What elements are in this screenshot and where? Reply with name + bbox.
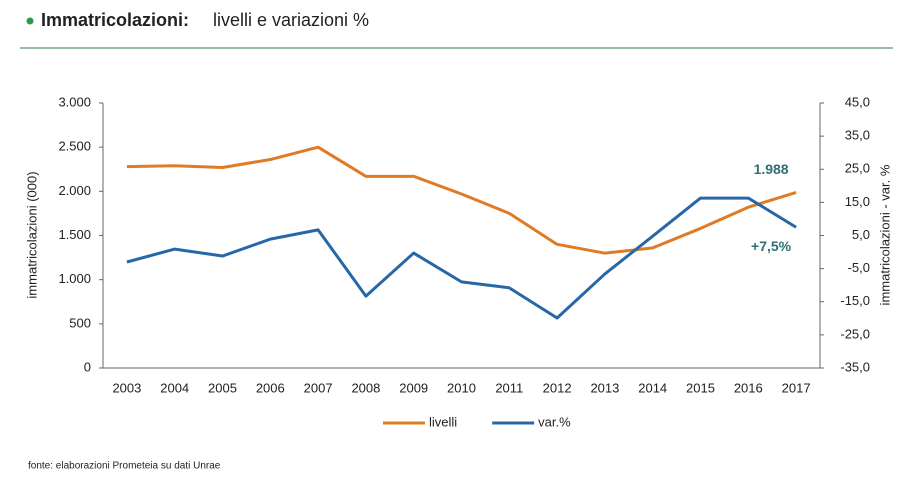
y2-tick-label: -15,0 [840,293,870,308]
legend-label: var.% [538,414,571,429]
x-tick-label: 2015 [686,380,715,395]
y2-tick-label: -35,0 [840,359,870,374]
value-label: +7,5% [751,238,792,254]
y-tick-label: 1.000 [58,271,91,286]
value-label: 1.988 [754,161,789,177]
x-tick-label: 2005 [208,380,237,395]
y-axis-label: immatricolazioni (000) [24,171,39,298]
y2-tick-label: 45,0 [845,94,870,109]
y2-tick-label: 5,0 [852,227,870,242]
x-tick-label: 2008 [351,380,380,395]
x-tick-label: 2013 [590,380,619,395]
x-tick-label: 2009 [399,380,428,395]
x-tick-label: 2017 [782,380,811,395]
y2-axis-label: immatricolazioni - var. % [877,164,892,305]
y-tick-label: 2.500 [58,139,91,154]
y-tick-label: 1.500 [58,227,91,242]
y2-tick-label: 25,0 [845,161,870,176]
y2-tick-label: -5,0 [848,260,870,275]
series-line [126,145,797,255]
y-tick-label: 500 [69,315,91,330]
title-bullet [26,17,34,25]
y-tick-label: 3.000 [58,94,91,109]
y2-tick-label: -25,0 [840,326,870,341]
y-tick-label: 0 [84,359,91,374]
y2-tick-label: 15,0 [845,194,870,209]
legend-label: livelli [429,414,457,429]
chart-subtitle: livelli e variazioni % [213,10,369,30]
x-tick-label: 2004 [160,380,189,395]
x-tick-label: 2014 [638,380,667,395]
x-tick-label: 2006 [256,380,285,395]
y2-tick-label: 35,0 [845,128,870,143]
y-tick-label: 2.000 [58,183,91,198]
source-note: fonte: elaborazioni Prometeia su dati Un… [28,461,221,472]
x-tick-label: 2003 [112,380,141,395]
x-tick-label: 2010 [447,380,476,395]
x-tick-label: 2012 [543,380,572,395]
chart-title: Immatricolazioni: [41,10,189,30]
x-tick-label: 2007 [304,380,333,395]
x-tick-label: 2011 [495,380,523,395]
series-line [126,196,797,320]
x-tick-label: 2016 [734,380,763,395]
